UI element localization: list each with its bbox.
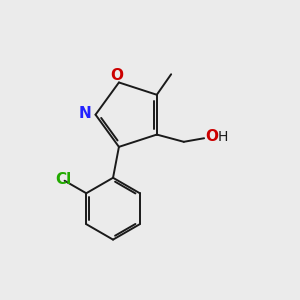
- Text: N: N: [79, 106, 92, 121]
- Text: Cl: Cl: [55, 172, 71, 187]
- Text: O: O: [110, 68, 123, 83]
- Text: O: O: [206, 129, 219, 144]
- Text: H: H: [218, 130, 228, 144]
